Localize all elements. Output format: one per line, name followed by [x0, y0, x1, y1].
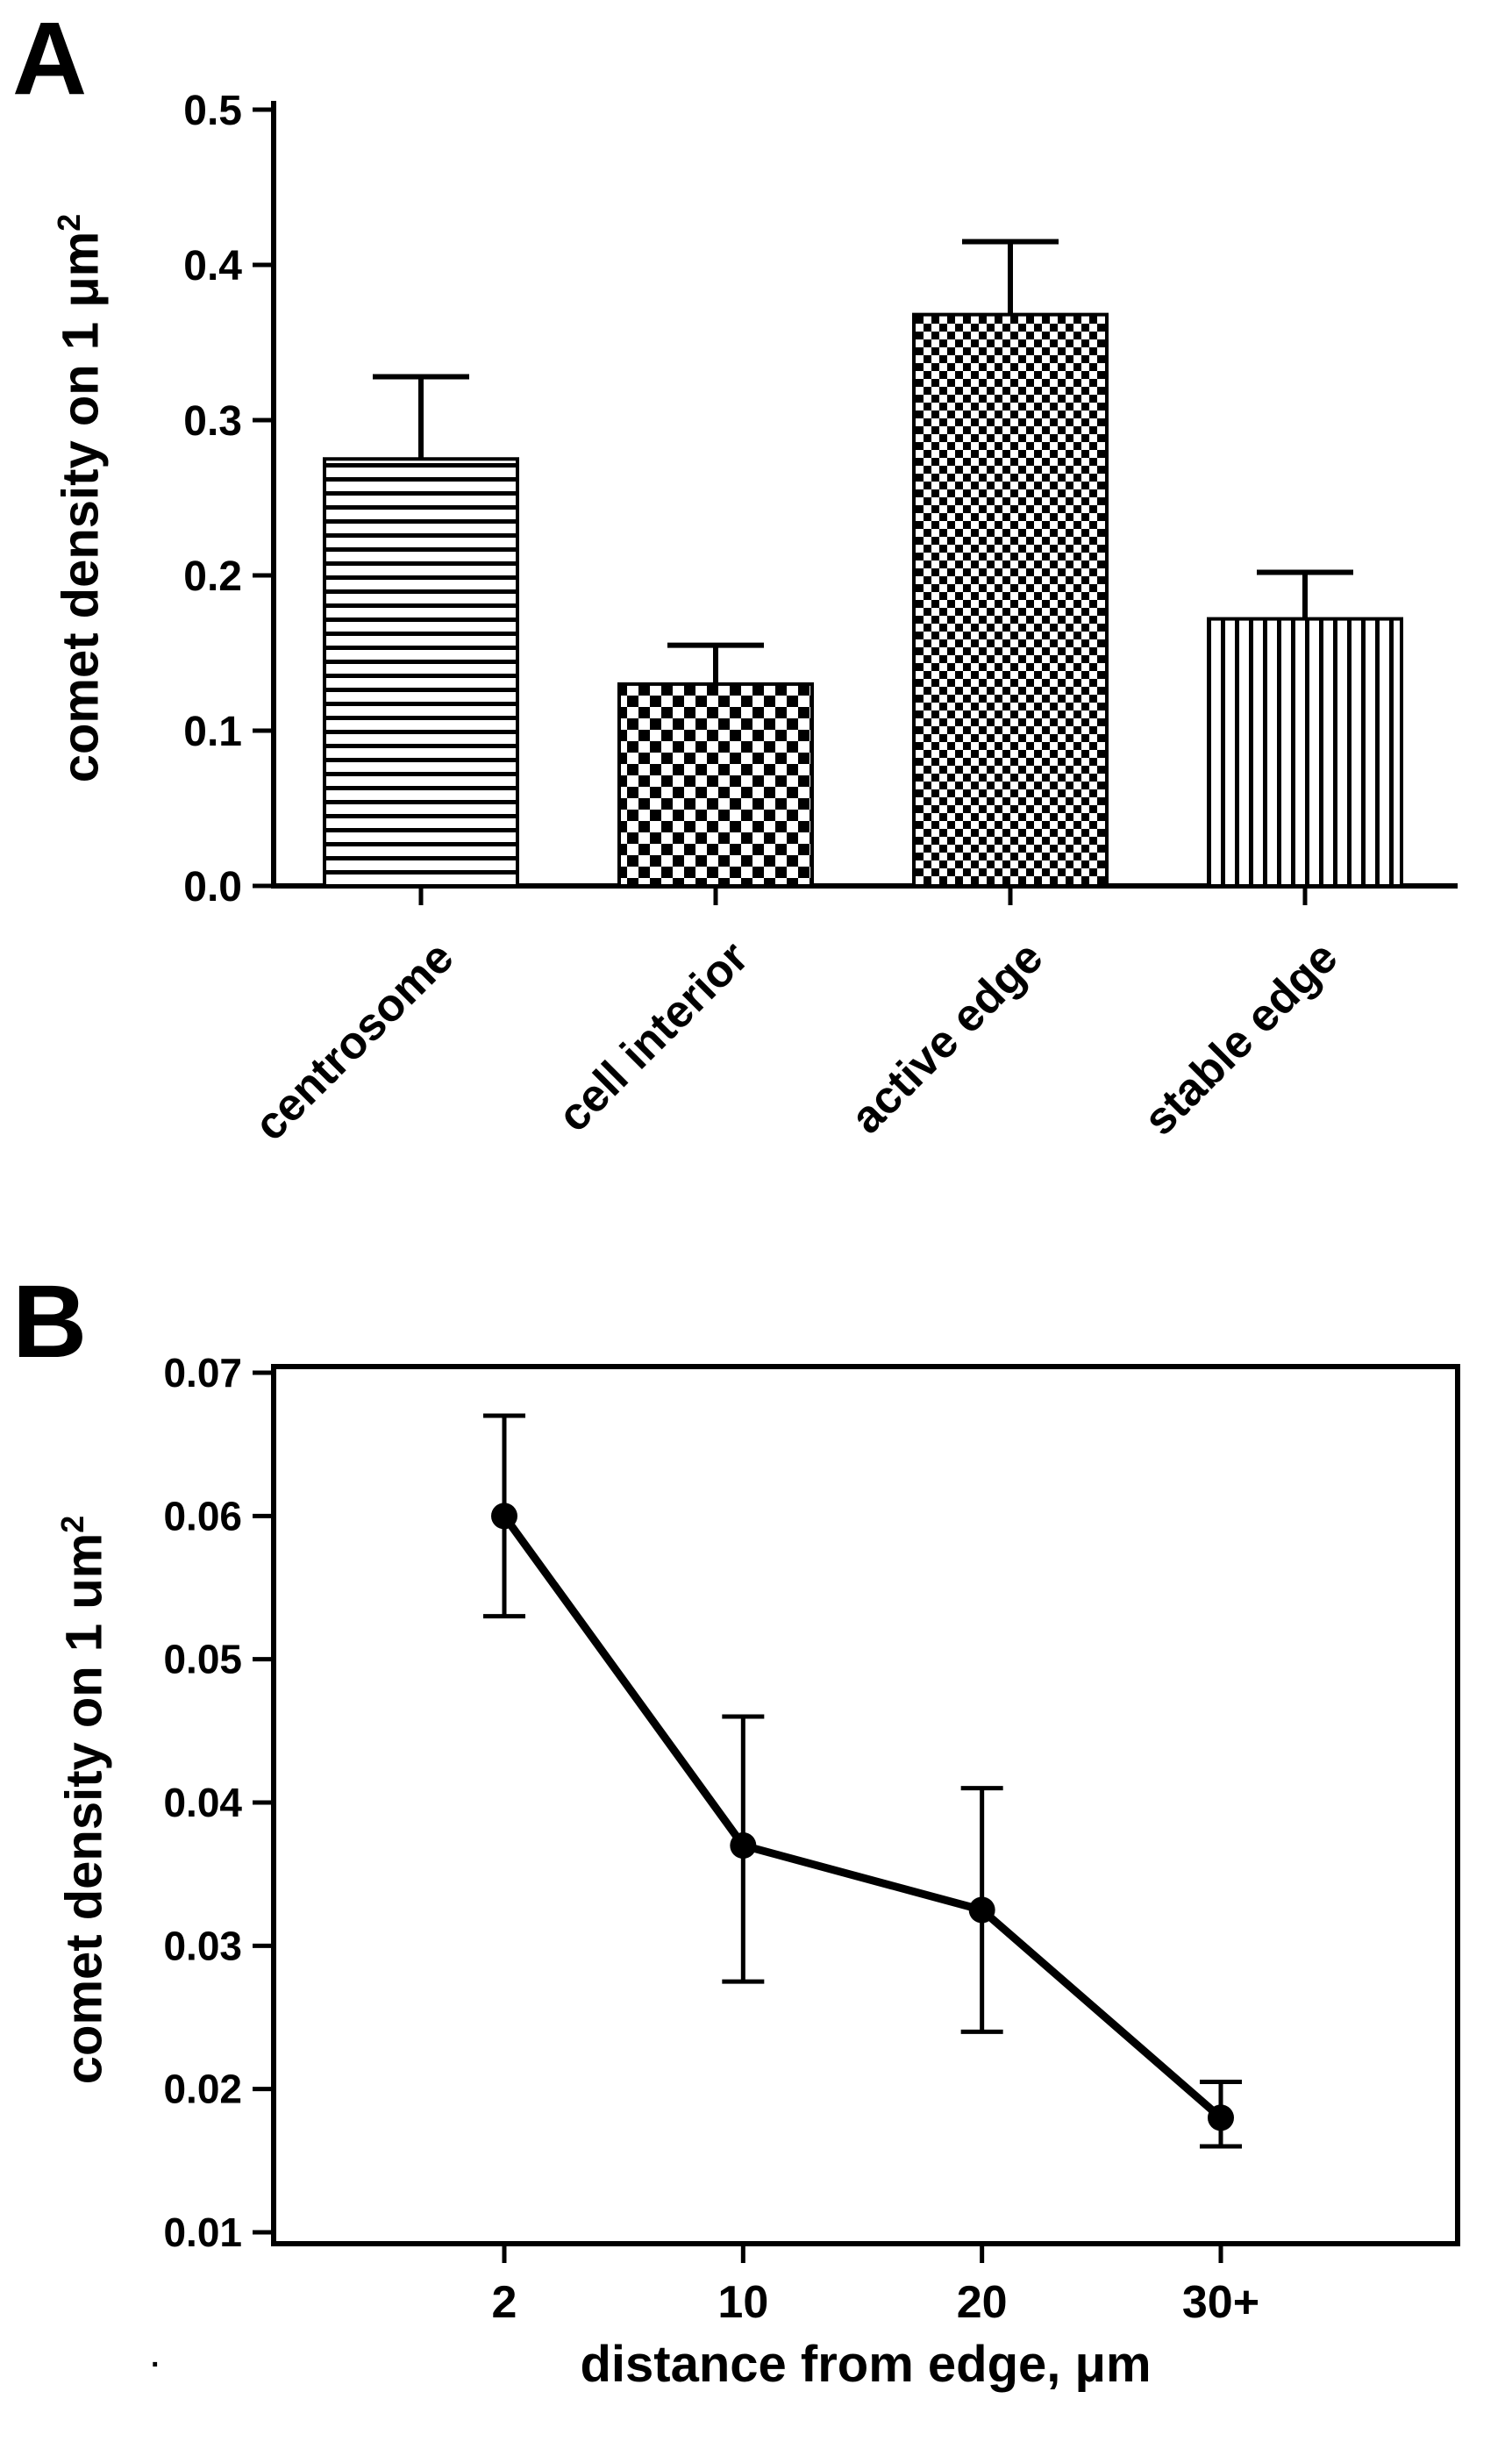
- panel-a-y-tick-label: 0.5: [183, 88, 242, 134]
- panel-a-label: A: [12, 1, 88, 117]
- bar-cell-interior: [617, 682, 814, 889]
- panel-a-y-tick-label: 0.4: [183, 243, 242, 289]
- panel-b-plot-frame: [271, 1364, 1460, 2246]
- panel-a-y-tick-label: 0.3: [183, 398, 242, 445]
- category-label: stable edge: [1134, 932, 1347, 1145]
- category-label: active edge: [841, 932, 1052, 1143]
- stray-mark: .: [151, 2340, 160, 2374]
- panel-b-label: B: [12, 1264, 88, 1380]
- data-point: [968, 1896, 995, 1924]
- panel-b-x-tick-label: 20: [957, 2277, 1008, 2328]
- data-point: [491, 1503, 517, 1530]
- panel-b-y-tick-label: 0.05: [163, 1637, 242, 1682]
- data-line: [501, 1513, 1223, 2121]
- panel-a-y-axis-label: comet density on 1 μm2: [51, 104, 121, 893]
- category-label: cell interior: [548, 932, 758, 1141]
- panel-b-x-tick-label: 10: [717, 2277, 768, 2328]
- panel-a-y-axis-label-superscript: 2: [51, 213, 87, 232]
- panel-b-x-tick-label: 30+: [1182, 2277, 1259, 2328]
- panel-a-y-tick-label: 0.0: [183, 864, 242, 910]
- data-point: [1207, 2104, 1234, 2131]
- panel-b-x-tick-label: 2: [492, 2277, 517, 2328]
- bar-stable-edge: [1207, 617, 1403, 888]
- panel-a-y-axis-label-text: comet density on 1 μm: [52, 231, 110, 783]
- panel-b-y-axis-label-superscript: 2: [54, 1515, 90, 1533]
- panel-b-x-axis-label: distance from edge, μm: [580, 2336, 1152, 2393]
- category-label: centrosome: [245, 932, 463, 1150]
- panel-b-y-axis-label: comet density on 1 um2: [54, 1405, 125, 2195]
- panel-b-y-tick-label: 0.01: [163, 2210, 242, 2255]
- data-point: [730, 1832, 757, 1859]
- panel-b-y-axis-label-text: comet density on 1 um: [55, 1532, 113, 2085]
- panel-b-y-tick-label: 0.07: [163, 1350, 242, 1396]
- bar-centrosome: [323, 457, 519, 888]
- panel-b-y-tick-label: 0.06: [163, 1493, 242, 1538]
- panel-b-y-tick-label: 0.02: [163, 2067, 242, 2112]
- panel-a-y-tick-label: 0.1: [183, 709, 242, 755]
- panel-b-y-tick-label: 0.04: [163, 1780, 242, 1825]
- panel-b-y-tick-label: 0.03: [163, 1923, 242, 1968]
- panel-a-y-tick-label: 0.2: [183, 553, 242, 600]
- bar-active-edge: [912, 312, 1109, 888]
